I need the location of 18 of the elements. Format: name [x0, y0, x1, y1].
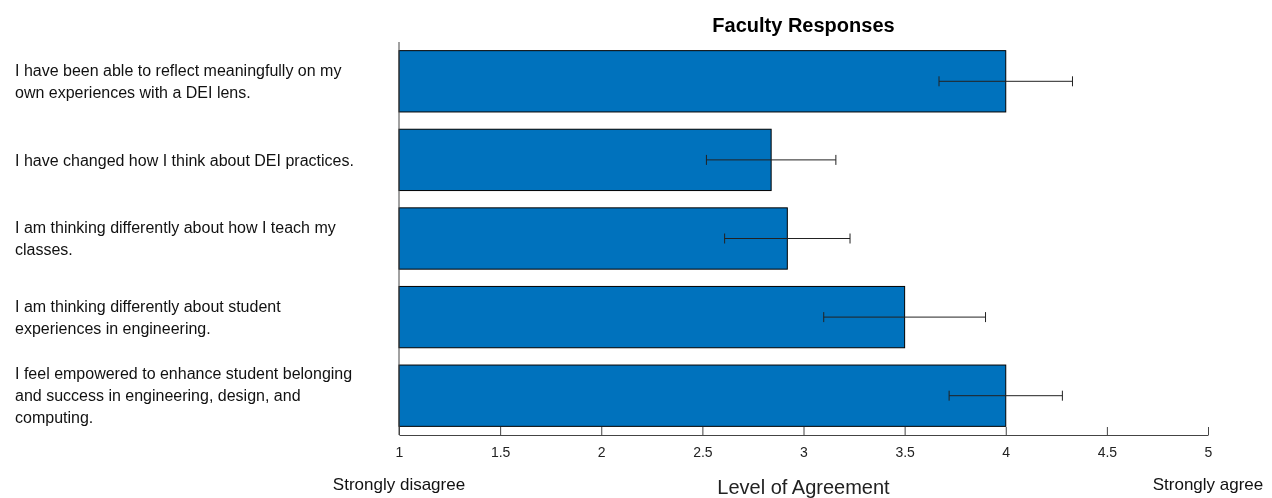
x-axis-title: Level of Agreement [717, 476, 891, 498]
x-tick-label: 1 [395, 443, 404, 460]
text: Strongly disagree [332, 475, 466, 494]
chart-title: Faculty Responses [712, 14, 895, 36]
x-tick-label: 3 [800, 443, 809, 460]
y-tick-label: I have changed how I think about DEI practices. [15, 151, 354, 169]
x-tick-label: 4.5 [1097, 443, 1118, 460]
y-tick-label: I feel empowered to enhance student belonging and success in engineering, design, and computing. [15, 365, 353, 427]
x-tick-label: 4 [1002, 443, 1011, 460]
x-tick-label: 1.5 [490, 443, 511, 460]
x-tick-label: 5 [1204, 443, 1213, 460]
x-tick-label: 2 [597, 443, 606, 460]
y-tick-label: I am thinking differently about student experiences in engineering. [15, 297, 282, 337]
y-tick-label: I am thinking differently about how I teach my classes. [15, 219, 336, 259]
x-tick-label: 3.5 [895, 443, 916, 460]
y-tick-label: I have been able to reflect meaningfully on my own experiences with a DEI lens. [15, 61, 342, 101]
x-tick-label: 2.5 [693, 443, 713, 460]
text: Strongly agree [1152, 475, 1264, 494]
